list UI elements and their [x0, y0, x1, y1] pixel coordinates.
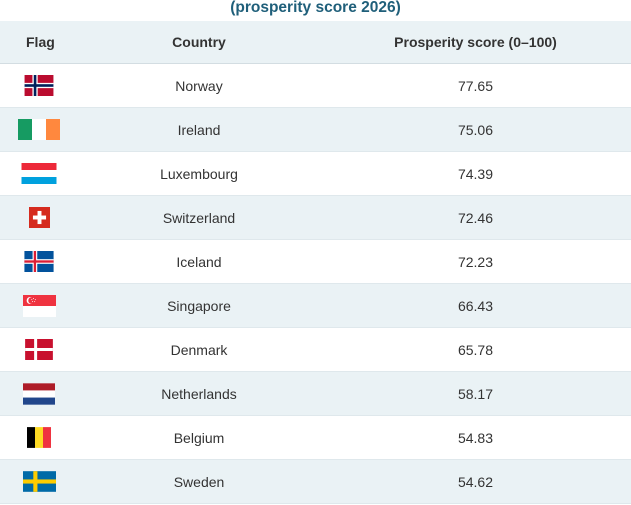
table-row: Switzerland 72.46: [0, 196, 631, 240]
prosperity-table: Flag Country Prosperity score (0–100) No…: [0, 21, 631, 504]
table-row: Belgium 54.83: [0, 416, 631, 460]
table-row: Singapore 66.43: [0, 284, 631, 328]
prosperity-score: 75.06: [457, 121, 494, 138]
iceland-flag-icon: [24, 251, 54, 272]
country-name: Sweden: [173, 473, 225, 490]
flag-cell: [0, 207, 78, 228]
country-name: Belgium: [173, 429, 225, 446]
prosperity-score: 54.83: [457, 429, 494, 446]
flag-cell: [0, 119, 78, 140]
flag-cell: [0, 75, 78, 96]
flag-cell: [0, 471, 78, 492]
flag-cell: [0, 339, 78, 360]
prosperity-score: 72.46: [457, 209, 494, 226]
luxembourg-flag-icon: [21, 163, 57, 184]
table-title-text: (prosperity score 2026): [230, 0, 401, 16]
flag-cell: [0, 382, 78, 405]
ireland-flag-icon: [18, 119, 60, 140]
country-name: Singapore: [167, 297, 231, 314]
country-name: Iceland: [176, 253, 222, 270]
header-score[interactable]: Prosperity score (0–100): [394, 34, 557, 50]
header-country[interactable]: Country: [172, 34, 226, 50]
switzerland-flag-icon: [28, 207, 50, 228]
prosperity-score: 65.78: [457, 341, 494, 358]
sweden-flag-icon: [22, 471, 56, 492]
header-flag[interactable]: Flag: [26, 34, 55, 50]
table-row: Norway 77.65: [0, 64, 631, 108]
prosperity-score: 72.23: [457, 253, 494, 270]
denmark-flag-icon: [25, 339, 53, 360]
prosperity-score: 54.62: [457, 473, 494, 490]
prosperity-score: 77.65: [457, 77, 494, 94]
prosperity-score: 66.43: [457, 297, 494, 314]
table-row: Sweden 54.62: [0, 460, 631, 504]
netherlands-flag-icon: [23, 382, 55, 405]
singapore-flag-icon: [22, 294, 56, 317]
prosperity-score: 74.39: [457, 165, 494, 182]
norway-flag-icon: [24, 75, 54, 96]
country-name: Luxembourg: [160, 165, 238, 182]
flag-cell: [0, 294, 78, 317]
country-name: Norway: [175, 77, 223, 94]
country-name: Netherlands: [161, 385, 237, 402]
table-row: Netherlands 58.17: [0, 372, 631, 416]
table-row: Iceland 72.23: [0, 240, 631, 284]
country-name: Denmark: [170, 341, 228, 358]
country-name: Ireland: [177, 121, 221, 138]
flag-cell: [0, 163, 78, 184]
table-row: Ireland 75.06: [0, 108, 631, 152]
table-row: Denmark 65.78: [0, 328, 631, 372]
belgium-flag-icon: [27, 427, 51, 448]
table-header-row: Flag Country Prosperity score (0–100): [0, 21, 631, 64]
flag-cell: [0, 251, 78, 272]
flag-cell: [0, 427, 78, 448]
table-title: (prosperity score 2026): [0, 0, 631, 21]
country-name: Switzerland: [162, 209, 236, 226]
prosperity-score: 58.17: [457, 385, 494, 402]
table-row: Luxembourg 74.39: [0, 152, 631, 196]
